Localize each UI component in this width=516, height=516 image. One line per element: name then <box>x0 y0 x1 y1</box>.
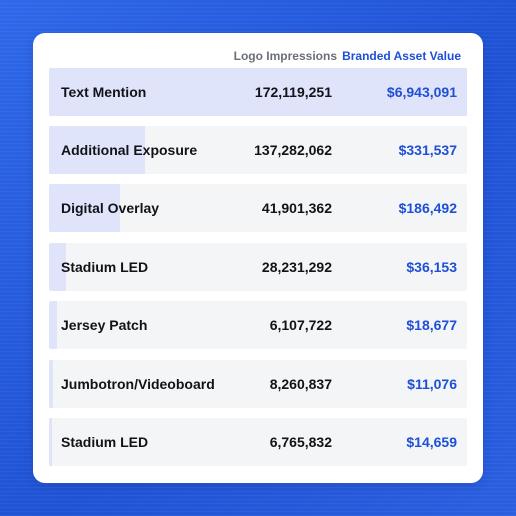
row-impressions: 28,231,292 <box>261 259 332 275</box>
row-value: $11,076 <box>407 376 457 392</box>
row-name: Stadium LED <box>61 434 149 450</box>
row-impressions: 137,282,062 <box>254 142 332 158</box>
row-name: Stadium LED <box>61 259 149 275</box>
row-value: $18,677 <box>406 317 457 333</box>
table-row: Digital Overlay 41,901,362 $186,492 <box>49 184 467 232</box>
table-row: Additional Exposure 137,282,062 $331,537 <box>49 126 467 174</box>
column-header-logo-impressions: Logo Impressions <box>233 49 337 63</box>
row-impressions: 172,119,251 <box>254 84 332 100</box>
row-value: $36,153 <box>406 259 457 275</box>
row-impressions: 6,107,722 <box>269 317 332 333</box>
row-impressions: 8,260,837 <box>269 376 332 392</box>
share-bar <box>49 126 145 174</box>
table-row: Stadium LED 6,765,832 $14,659 <box>49 418 467 466</box>
column-header-branded-asset-value: Branded Asset Value <box>342 49 461 63</box>
table-row: Text Mention 172,119,251 $6,943,091 <box>49 68 467 116</box>
row-name: Additional Exposure <box>61 142 198 158</box>
share-bar <box>49 301 57 349</box>
row-name: Jersey Patch <box>61 317 148 333</box>
share-bar <box>49 418 52 466</box>
table-row: Jersey Patch 6,107,722 $18,677 <box>49 301 467 349</box>
stats-card: Logo Impressions Branded Asset Value Tex… <box>33 33 483 483</box>
row-value: $6,943,091 <box>386 84 457 100</box>
share-bar <box>49 243 66 291</box>
share-bar <box>49 360 53 408</box>
row-name: Jumbotron/Videoboard <box>61 376 215 392</box>
share-bar <box>49 184 120 232</box>
row-impressions: 41,901,362 <box>261 200 332 216</box>
row-value: $186,492 <box>398 200 457 216</box>
row-name: Text Mention <box>61 84 147 100</box>
table-header: Logo Impressions Branded Asset Value <box>49 47 467 65</box>
row-name: Digital Overlay <box>61 200 160 216</box>
table-row: Jumbotron/Videoboard 8,260,837 $11,076 <box>49 360 467 408</box>
table-row: Stadium LED 28,231,292 $36,153 <box>49 243 467 291</box>
row-impressions: 6,765,832 <box>269 434 332 450</box>
row-value: $14,659 <box>406 434 457 450</box>
row-value: $331,537 <box>398 142 457 158</box>
share-bar <box>49 68 467 116</box>
